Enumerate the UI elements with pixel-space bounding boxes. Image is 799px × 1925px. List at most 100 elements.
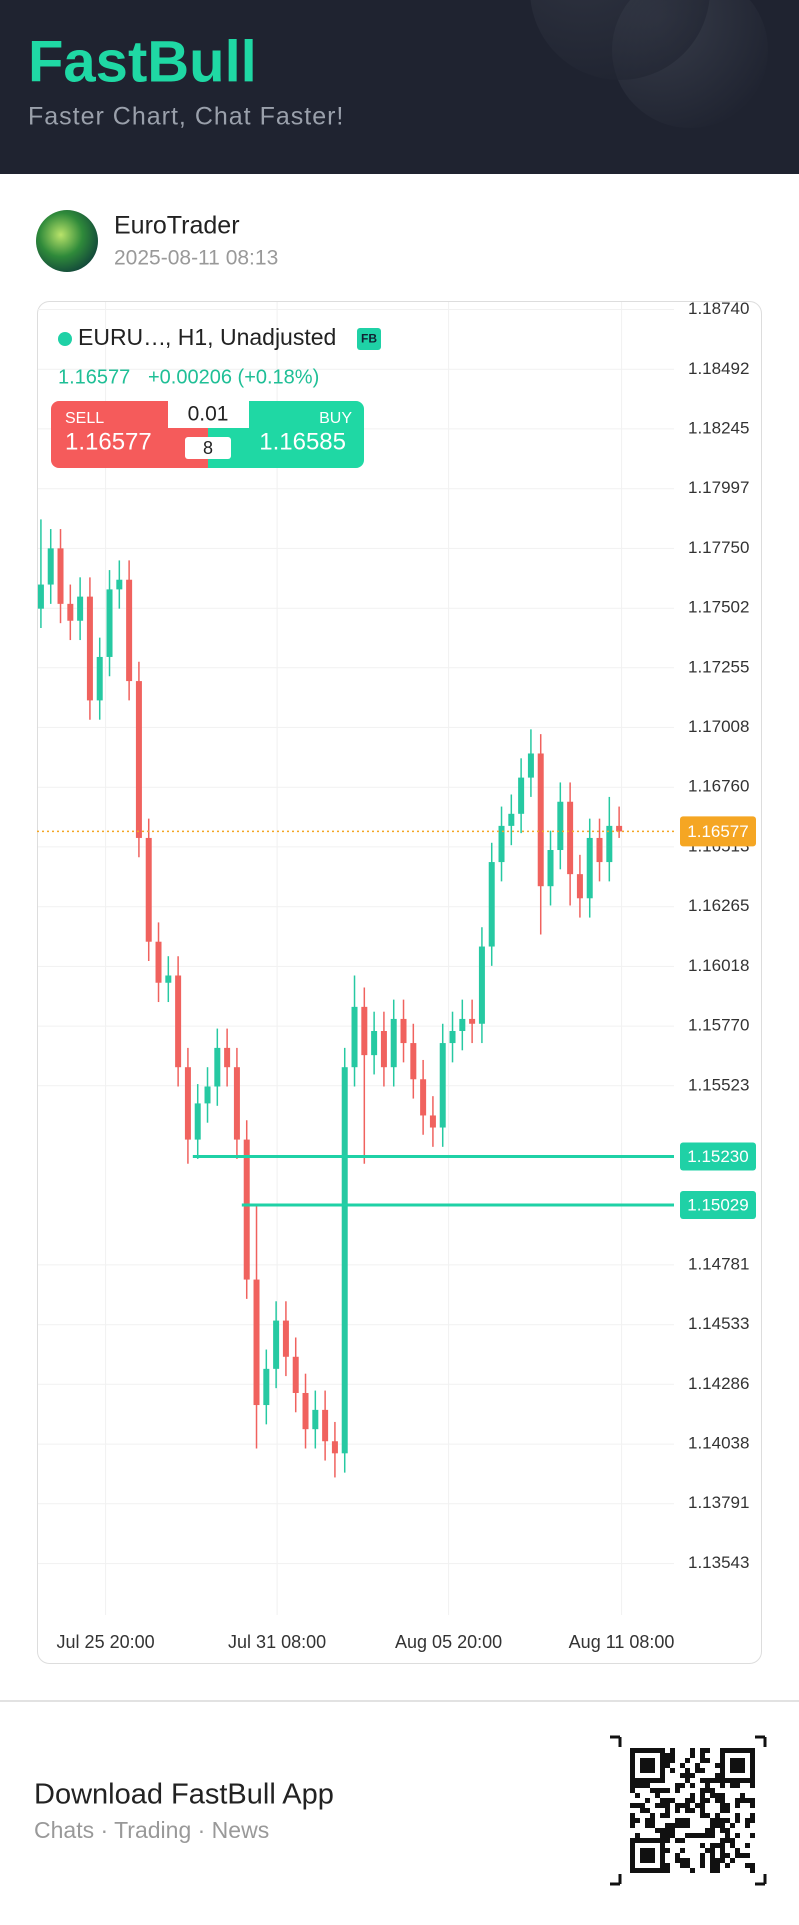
qr-cell <box>725 1833 730 1838</box>
candle-body <box>508 813 515 826</box>
qr-cell <box>685 1818 690 1823</box>
qr-cell <box>700 1748 705 1753</box>
qr-cell <box>665 1838 670 1843</box>
qr-cell <box>750 1813 755 1818</box>
qr-cell <box>725 1748 730 1753</box>
lot-box[interactable] <box>168 401 249 428</box>
symbol[interactable]: EURU… <box>78 324 166 350</box>
qr-cell <box>665 1808 670 1813</box>
qr-cell <box>645 1838 650 1843</box>
candle-body <box>478 946 485 1024</box>
qr-cell <box>660 1763 665 1768</box>
qr-cell <box>650 1778 655 1783</box>
qr-cell <box>670 1768 675 1773</box>
candle-body <box>488 862 495 947</box>
qr-cell <box>710 1858 715 1863</box>
qr-cell <box>665 1798 670 1803</box>
qr-cell <box>685 1768 690 1773</box>
qr-cell <box>700 1768 705 1773</box>
qr-cell <box>660 1843 665 1848</box>
qr-cell <box>745 1823 750 1828</box>
qr-cell <box>735 1748 740 1753</box>
qr-cell <box>630 1763 635 1768</box>
candle-body <box>175 975 182 1068</box>
qr-cell <box>685 1863 690 1868</box>
qr-cell <box>725 1863 730 1868</box>
qr-cell <box>660 1833 665 1838</box>
avatar[interactable] <box>36 210 98 272</box>
qr-cell <box>640 1758 645 1763</box>
qr-cell <box>700 1858 705 1863</box>
qr-cell <box>680 1838 685 1843</box>
qr-cell <box>700 1853 705 1858</box>
qr-cell <box>630 1818 635 1823</box>
qr-cell <box>650 1858 655 1863</box>
qr-cell <box>640 1803 645 1808</box>
y-tick-label: 1.17008 <box>688 717 749 736</box>
qr-cell <box>690 1808 695 1813</box>
qr-cell <box>710 1788 715 1793</box>
change: +0.00206 (+0.18%) <box>148 366 319 388</box>
qr-cell <box>660 1758 665 1763</box>
qr-cell <box>640 1838 645 1843</box>
candle-body <box>322 1409 329 1442</box>
candle-body <box>135 681 142 838</box>
qr-cell <box>685 1798 690 1803</box>
footer-title[interactable]: Download FastBull App <box>34 1779 334 1811</box>
qr-cell <box>705 1778 710 1783</box>
qr-cell <box>740 1763 745 1768</box>
qr-cell <box>730 1768 735 1773</box>
qr-cell <box>685 1858 690 1863</box>
candle-body <box>243 1139 250 1280</box>
qr-cell <box>690 1783 695 1788</box>
qr-cell <box>650 1763 655 1768</box>
qr-cell <box>630 1813 635 1818</box>
candle-body <box>282 1320 289 1357</box>
candle-body <box>224 1047 231 1068</box>
candle-body <box>67 603 74 621</box>
qr-cell <box>690 1748 695 1753</box>
qr-cell <box>685 1803 690 1808</box>
qr-cell <box>630 1753 635 1758</box>
qr-cell <box>740 1778 745 1783</box>
qr-cell <box>675 1858 680 1863</box>
last-price-bg <box>680 816 756 847</box>
qr-cell <box>715 1813 720 1818</box>
qr-cell <box>645 1868 650 1873</box>
qr-cell <box>715 1798 720 1803</box>
qr-cell <box>670 1833 675 1838</box>
y-tick-label: 1.17997 <box>688 478 749 497</box>
x-tick-label: Jul 25 20:00 <box>57 1632 155 1652</box>
qr-cell <box>630 1843 635 1848</box>
qr-cell <box>665 1758 670 1763</box>
qr-cell <box>630 1823 635 1828</box>
qr-cell <box>705 1798 710 1803</box>
qr-cell <box>720 1808 725 1813</box>
qr-code[interactable] <box>610 1735 767 1886</box>
candle-body <box>361 1006 368 1056</box>
qr-cell <box>660 1863 665 1868</box>
qr-cell <box>720 1838 725 1843</box>
qr-cell <box>650 1838 655 1843</box>
qr-cell <box>630 1768 635 1773</box>
spread: 8 <box>203 438 213 458</box>
qr-cell <box>710 1823 715 1828</box>
candle-body <box>302 1392 309 1430</box>
y-tick-label: 1.17502 <box>688 598 749 617</box>
qr-cell <box>675 1838 680 1843</box>
candle-body <box>547 850 554 887</box>
candle-body <box>331 1441 338 1454</box>
qr-cell <box>655 1828 660 1833</box>
candle-body <box>351 1006 358 1068</box>
qr-cell <box>640 1768 645 1773</box>
qr-cell <box>690 1833 695 1838</box>
qr-cell <box>735 1783 740 1788</box>
qr-cell <box>720 1823 725 1828</box>
author[interactable]: EuroTrader <box>114 212 240 240</box>
qr-cell <box>630 1858 635 1863</box>
lot: 0.01 <box>188 403 229 426</box>
qr-cell <box>640 1868 645 1873</box>
qr-cell <box>690 1793 695 1798</box>
qr-cell <box>655 1803 660 1808</box>
